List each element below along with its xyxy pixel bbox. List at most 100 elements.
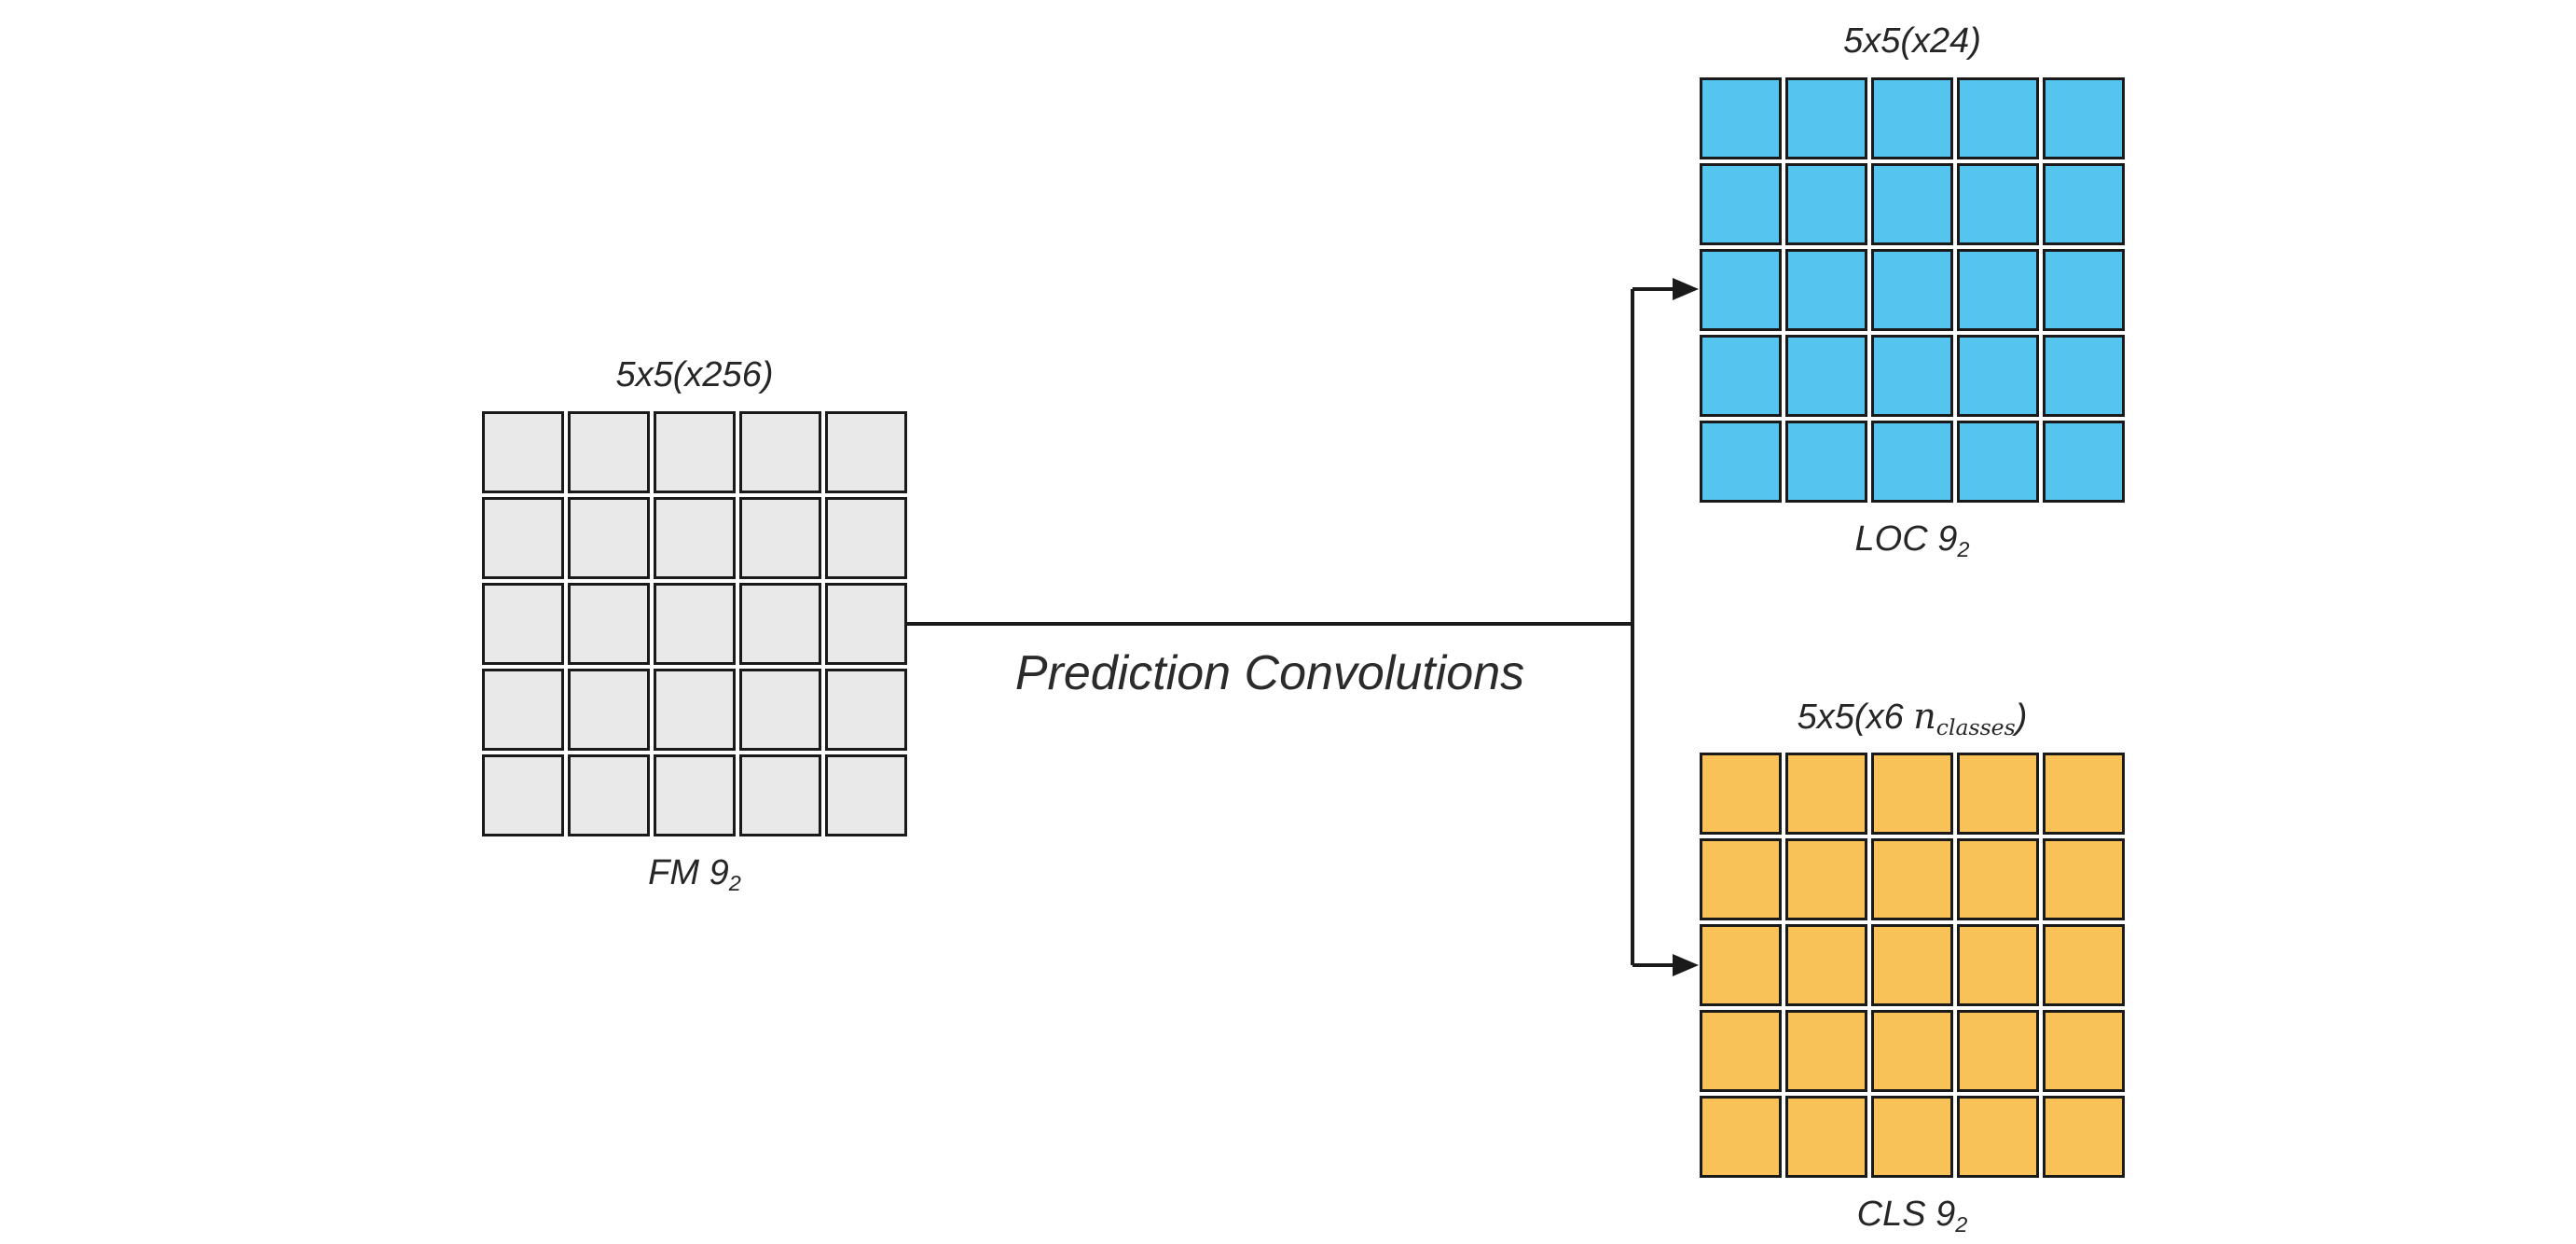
grid-cell (482, 497, 564, 579)
grid-cell (654, 497, 736, 579)
grid-cell (739, 411, 821, 493)
cls-dims-variable: n (1913, 696, 1936, 737)
prediction-convolutions-caption: Prediction Convolutions (1014, 646, 1525, 700)
cls-dims-subscript: classes (1935, 713, 2016, 740)
grid-cell (1957, 163, 2039, 245)
grid-cell (1957, 421, 2039, 503)
grid-cell (1871, 249, 1953, 331)
grid-cell (1957, 249, 2039, 331)
grid-cell (1957, 753, 2039, 835)
loc-grid (1700, 77, 2125, 503)
cls-grid (1700, 753, 2125, 1178)
grid-cell (1871, 421, 1953, 503)
feature-map-top-label: 5x5(x256) (482, 353, 907, 396)
cls-name: CLS 9 (1856, 1195, 1956, 1234)
grid-cell (739, 669, 821, 751)
grid-cell (1700, 1096, 1782, 1178)
cls-name-subscript: 2 (1955, 1211, 1968, 1237)
grid-cell (654, 669, 736, 751)
feature-map-name: FM 9 (648, 853, 729, 892)
grid-cell (568, 497, 650, 579)
grid-cell (1957, 838, 2039, 920)
grid-cell (739, 583, 821, 665)
feature-map-bottom-label: FM 92 (482, 851, 907, 898)
grid-cell (825, 583, 907, 665)
grid-cell (1700, 753, 1782, 835)
grid-cell (568, 669, 650, 751)
grid-cell (1785, 1096, 1867, 1178)
grid-cell (825, 497, 907, 579)
grid-cell (1957, 924, 2039, 1006)
grid-cell (1871, 335, 1953, 417)
grid-cell (825, 754, 907, 836)
grid-cell (1785, 1010, 1867, 1092)
grid-cell (1871, 924, 1953, 1006)
grid-cell (482, 669, 564, 751)
loc-name-subscript: 2 (1957, 536, 1970, 561)
grid-cell (2043, 924, 2125, 1006)
grid-cell (1700, 924, 1782, 1006)
grid-cell (2043, 249, 2125, 331)
grid-cell (2043, 163, 2125, 245)
loc-dims: 5x5(x24) (1843, 21, 1981, 61)
loc-name: LOC 9 (1854, 519, 1958, 559)
feature-map-name-subscript: 2 (728, 870, 741, 895)
arrowhead-to-cls-icon (1673, 954, 1699, 976)
grid-cell (1700, 77, 1782, 159)
loc-top-label: 5x5(x24) (1700, 20, 2125, 62)
grid-cell (1700, 335, 1782, 417)
grid-cell (1785, 924, 1867, 1006)
grid-cell (1871, 163, 1953, 245)
grid-cell (654, 583, 736, 665)
grid-cell (1785, 249, 1867, 331)
grid-cell (2043, 77, 2125, 159)
grid-cell (1871, 1010, 1953, 1092)
feature-map-dims: 5x5(x256) (615, 355, 774, 394)
grid-cell (482, 754, 564, 836)
feature-map-block: 5x5(x256) FM 92 (482, 355, 907, 895)
connector-path (906, 287, 1676, 967)
arrowhead-to-loc-icon (1673, 278, 1699, 300)
grid-cell (1700, 1010, 1782, 1092)
grid-cell (739, 754, 821, 836)
grid-cell (568, 583, 650, 665)
cls-dims-prefix: 5x5(x6 (1797, 698, 1914, 737)
grid-cell (1957, 1096, 2039, 1178)
grid-cell (654, 411, 736, 493)
cls-block: 5x5(x6 nclasses) CLS 92 (1700, 696, 2125, 1237)
cls-bottom-label: CLS 92 (1700, 1193, 2125, 1239)
grid-cell (1700, 421, 1782, 503)
grid-cell (1785, 753, 1867, 835)
grid-cell (2043, 753, 2125, 835)
grid-cell (1871, 1096, 1953, 1178)
grid-cell (1957, 1010, 2039, 1092)
loc-bottom-label: LOC 92 (1700, 518, 2125, 564)
grid-cell (1871, 838, 1953, 920)
grid-cell (568, 411, 650, 493)
grid-cell (1871, 753, 1953, 835)
cls-top-label: 5x5(x6 nclasses) (1700, 695, 2125, 742)
grid-cell (2043, 1096, 2125, 1178)
grid-cell (1871, 77, 1953, 159)
grid-cell (1785, 838, 1867, 920)
grid-cell (1957, 335, 2039, 417)
grid-cell (2043, 838, 2125, 920)
grid-cell (1785, 77, 1867, 159)
grid-cell (482, 411, 564, 493)
feature-map-grid (482, 411, 907, 836)
grid-cell (1957, 77, 2039, 159)
grid-cell (825, 669, 907, 751)
loc-block: 5x5(x24) LOC 92 (1700, 21, 2125, 561)
grid-cell (825, 411, 907, 493)
grid-cell (2043, 1010, 2125, 1092)
grid-cell (739, 497, 821, 579)
grid-cell (654, 754, 736, 836)
grid-cell (1785, 421, 1867, 503)
grid-cell (482, 583, 564, 665)
grid-cell (2043, 335, 2125, 417)
grid-cell (1785, 163, 1867, 245)
cls-dims-suffix: ) (2015, 698, 2028, 737)
grid-cell (2043, 421, 2125, 503)
